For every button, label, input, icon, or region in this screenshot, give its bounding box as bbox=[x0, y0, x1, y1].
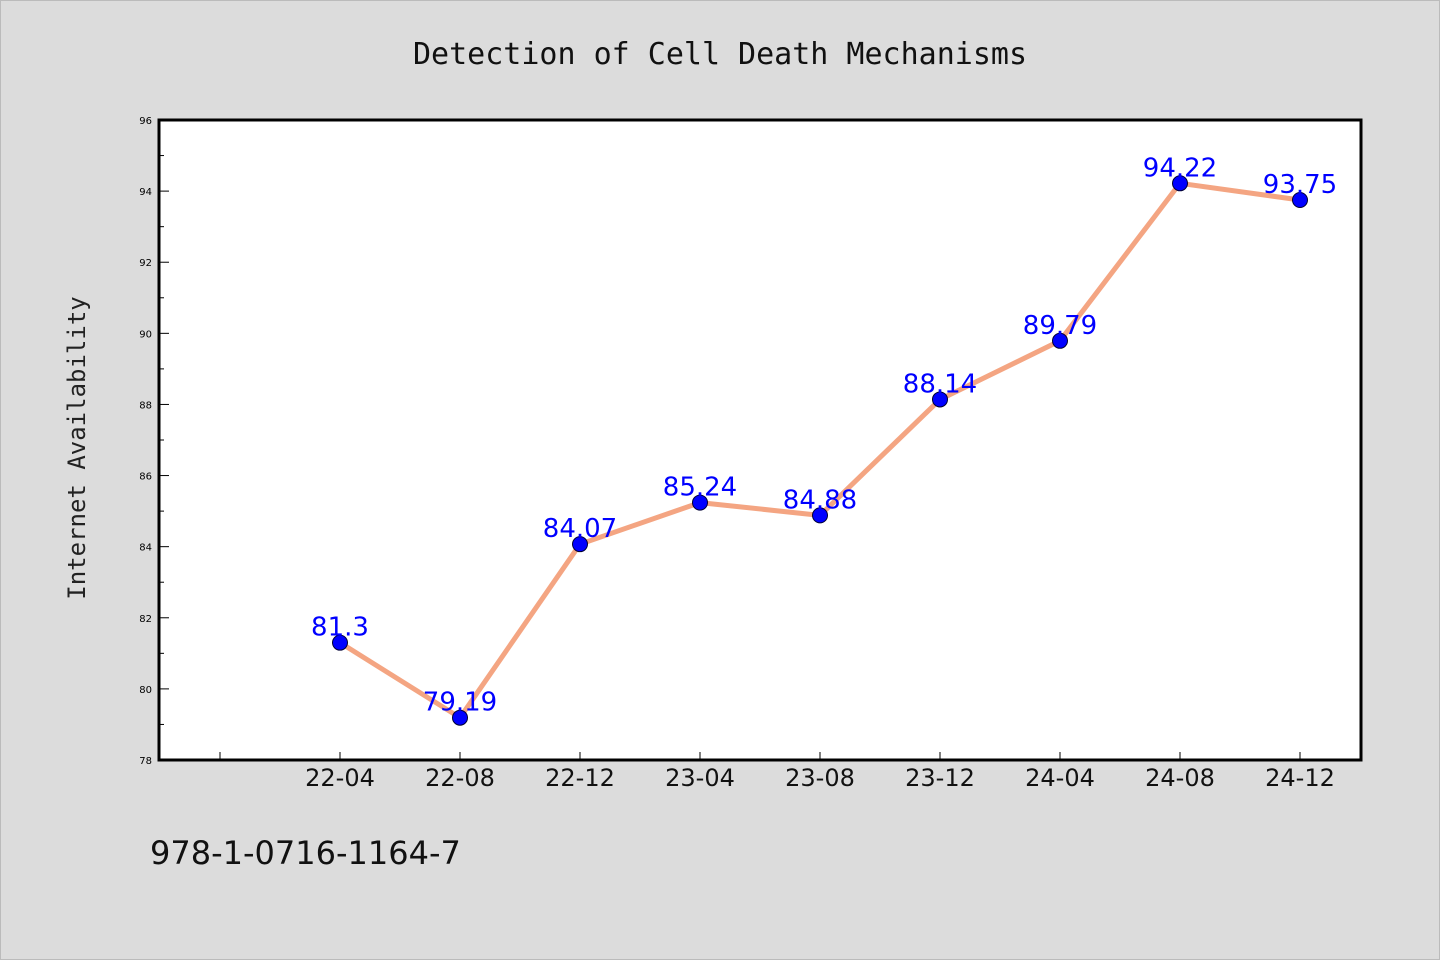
y-tick-label: 90 bbox=[139, 329, 152, 340]
y-axis-label: Internet Availability bbox=[63, 296, 91, 599]
x-tick-label: 22-08 bbox=[425, 764, 495, 792]
x-tick-label: 23-08 bbox=[785, 764, 855, 792]
x-tick-label: 24-08 bbox=[1145, 764, 1215, 792]
data-point bbox=[932, 391, 948, 408]
data-label: 89.79 bbox=[1023, 311, 1097, 341]
y-tick-label: 94 bbox=[139, 187, 152, 198]
data-label: 81.3 bbox=[311, 613, 369, 643]
data-point bbox=[1172, 175, 1188, 192]
data-point bbox=[692, 494, 708, 511]
y-tick-label: 78 bbox=[139, 756, 152, 767]
data-point bbox=[572, 536, 588, 553]
plot-area bbox=[159, 120, 1361, 760]
data-point bbox=[812, 507, 828, 524]
data-point bbox=[452, 709, 468, 726]
chart-title: Detection of Cell Death Mechanisms bbox=[413, 37, 1027, 72]
plot-frame bbox=[157, 118, 1363, 762]
data-label: 84.07 bbox=[543, 514, 617, 544]
series-layer bbox=[332, 175, 1308, 726]
data-label: 88.14 bbox=[903, 369, 977, 399]
x-tick-label: 22-04 bbox=[305, 764, 375, 792]
y-tick-label: 82 bbox=[139, 614, 152, 625]
data-point bbox=[1292, 192, 1308, 208]
y-tick-label: 86 bbox=[139, 472, 152, 483]
isbn-text: 978-1-0716-1164-7 bbox=[150, 834, 461, 872]
x-tick-label: 24-04 bbox=[1025, 764, 1095, 792]
x-tick-label: 23-12 bbox=[905, 764, 975, 792]
data-label: 79.19 bbox=[423, 688, 497, 718]
x-axis: 22-04 22-08 22-12 23-04 23-08 23-12 24-04 24-08… bbox=[219, 752, 1335, 792]
y-tick-label: 80 bbox=[139, 685, 152, 696]
data-labels: 81.3 79.19 84.07 85.24 84.88 88.14 89.79 94.22 9… bbox=[311, 153, 1337, 717]
x-tick-label: 22-12 bbox=[545, 764, 615, 792]
data-label: 84.88 bbox=[783, 485, 857, 515]
x-tick-label: 24-12 bbox=[1265, 764, 1335, 792]
data-label: 93.75 bbox=[1263, 170, 1337, 200]
x-tick-label: 23-04 bbox=[665, 764, 735, 792]
y-tick-label: 96 bbox=[139, 116, 152, 127]
y-tick-label: 88 bbox=[139, 400, 152, 411]
y-tick-label: 84 bbox=[139, 543, 152, 554]
y-tick-label: 92 bbox=[139, 258, 152, 269]
data-point bbox=[1052, 332, 1068, 349]
data-label: 94.22 bbox=[1143, 153, 1217, 183]
data-label: 85.24 bbox=[663, 473, 737, 503]
data-point bbox=[332, 634, 348, 651]
